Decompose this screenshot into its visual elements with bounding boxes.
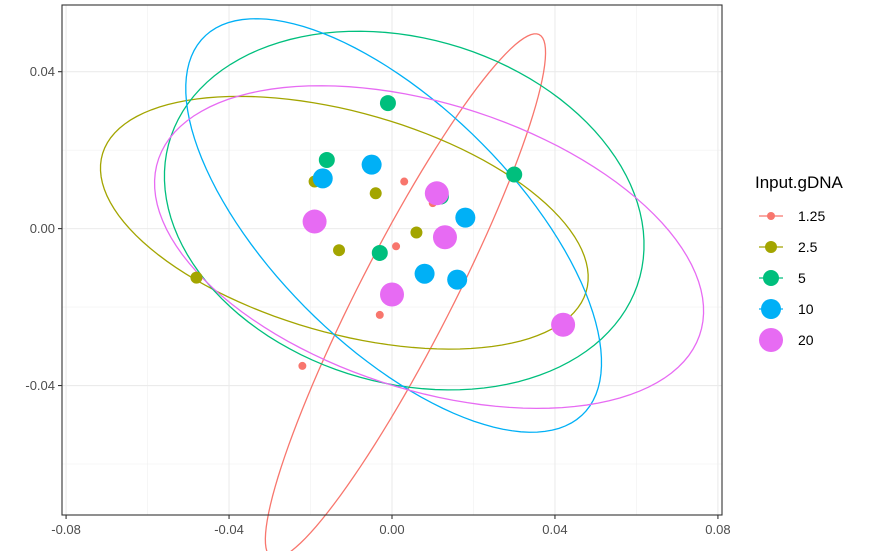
ellipse-series-1.25	[264, 33, 547, 551]
axes: -0.08 -0.04 0.00 0.04 0.08 -0.04 0.00 0.04	[25, 64, 730, 537]
point-series-2.5	[410, 226, 423, 239]
point-series-20	[551, 312, 576, 337]
legend-label: 20	[798, 332, 814, 348]
x-tick-label: 0.00	[379, 522, 404, 537]
legend-item-5: 5	[759, 270, 806, 286]
point-series-10	[447, 269, 468, 290]
legend-label: 1.25	[798, 208, 825, 224]
point-series-20	[432, 225, 457, 250]
legend-key-point	[767, 212, 775, 220]
point-series-10	[361, 154, 382, 175]
legend-key-point	[761, 299, 781, 319]
point-series-5	[506, 166, 523, 183]
point-series-10	[414, 263, 435, 284]
legend-label: 10	[798, 301, 814, 317]
point-series-10	[455, 207, 476, 228]
y-tick-label: -0.04	[25, 378, 55, 393]
legend-label: 2.5	[798, 239, 818, 255]
point-series-1.25	[392, 242, 401, 251]
legend-item-1.25: 1.25	[759, 208, 825, 224]
point-series-10	[312, 168, 333, 189]
legend-item-2.5: 2.5	[759, 239, 818, 255]
x-tick-label: 0.08	[705, 522, 730, 537]
point-series-2.5	[190, 271, 203, 284]
x-tick-label: 0.04	[542, 522, 567, 537]
legend-key-point	[763, 270, 779, 286]
legend-key-point	[765, 241, 777, 253]
x-tick-label: -0.04	[214, 522, 244, 537]
point-series-20	[302, 209, 327, 234]
point-series-5	[379, 95, 396, 112]
y-tick-label: 0.00	[30, 221, 55, 236]
legend: Input.gDNA 1.25 2.5 5 10 20	[755, 173, 844, 352]
point-series-2.5	[333, 244, 346, 257]
ellipse-series-2.5	[99, 95, 589, 350]
y-tick-label: 0.04	[30, 64, 55, 79]
legend-item-20: 20	[759, 328, 814, 352]
ellipse-series-20	[153, 85, 705, 410]
point-series-1.25	[400, 177, 409, 186]
point-series-2.5	[369, 187, 382, 200]
point-series-1.25	[375, 310, 384, 319]
legend-item-10: 10	[759, 299, 814, 319]
legend-key-point	[759, 328, 783, 352]
point-series-20	[380, 282, 404, 307]
legend-title: Input.gDNA	[755, 173, 844, 192]
x-tick-label: -0.08	[51, 522, 81, 537]
confidence-ellipses	[99, 18, 705, 551]
point-series-5	[318, 151, 335, 168]
legend-label: 5	[798, 270, 806, 286]
data-points	[190, 95, 576, 370]
point-series-5	[371, 244, 388, 261]
point-series-20	[424, 181, 449, 206]
point-series-1.25	[298, 361, 307, 370]
